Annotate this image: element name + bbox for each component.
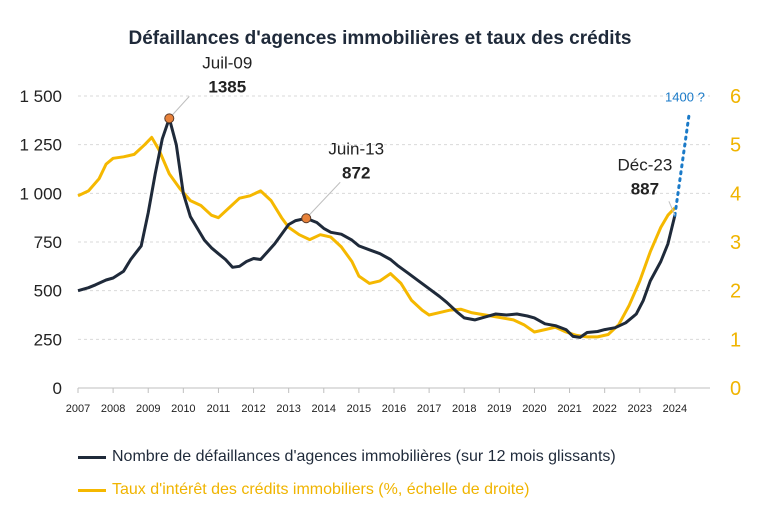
annotation-value: 872 (342, 163, 370, 182)
annotation-date: Déc-23 (617, 155, 672, 174)
legend-item-taux: Taux d'intérêt des crédits immobiliers (… (78, 481, 529, 499)
peak-marker (164, 113, 175, 124)
projection-line (673, 113, 691, 217)
x-tick-label: 2016 (382, 403, 406, 415)
annotation-date: Juil-09 (202, 53, 252, 72)
annotation-value: 887 (631, 179, 659, 198)
projection-label: 1400 ? (665, 89, 705, 104)
y-tick-right: 2 (730, 281, 741, 303)
x-tick-label: 2019 (487, 403, 511, 415)
y-tick-right: 6 (730, 86, 741, 108)
x-tick-label: 2008 (101, 403, 125, 415)
x-tick-label: 2014 (312, 403, 336, 415)
x-tick-label: 2021 (557, 403, 581, 415)
series-line-taux (77, 135, 676, 339)
x-tick-label: 2022 (592, 403, 616, 415)
series-line-defaillances (77, 116, 677, 339)
x-tick-label: 2015 (347, 403, 371, 415)
annotation-date: Juin-13 (328, 139, 384, 158)
y-tick-right: 5 (730, 135, 741, 157)
x-tick-label: 2018 (452, 403, 476, 415)
legend-swatch-gold (78, 488, 106, 492)
x-tick-label: 2020 (522, 403, 546, 415)
annotation-value: 1385 (208, 77, 246, 96)
legend-swatch-navy (78, 455, 106, 459)
annotation-leader (668, 201, 676, 216)
x-tick-label: 2010 (171, 403, 195, 415)
annotation-leader (305, 181, 341, 219)
x-tick-label: 2011 (207, 403, 231, 415)
y-tick-right: 3 (730, 232, 741, 254)
y-tick-right: 4 (730, 183, 741, 205)
x-tick-label: 2017 (417, 403, 441, 415)
y-tick-left: 500 (34, 282, 62, 301)
legend-label-taux: Taux d'intérêt des crédits immobiliers (… (112, 481, 530, 498)
y-tick-left: 250 (34, 330, 62, 349)
x-tick-label: 2012 (241, 403, 265, 415)
x-tick-label: 2013 (276, 403, 300, 415)
line-chart: 0 250 500 750 1 000 1 250 1 500 0 1 2 3 4 5 6 2007 2008… (19, 53, 741, 415)
x-tick-label: 2007 (66, 403, 90, 415)
y-tick-left: 0 (53, 379, 62, 398)
y-tick-left: 1 500 (19, 87, 62, 106)
legend-label-defaillances: Nombre de défaillances d'agences immobil… (112, 448, 616, 465)
y-tick-left: 750 (34, 233, 62, 252)
y-tick-right: 1 (730, 329, 741, 351)
x-tick-label: 2009 (136, 403, 160, 415)
peak-marker (301, 213, 312, 224)
y-tick-left: 1 000 (19, 184, 62, 203)
x-tick-label: 2024 (663, 403, 687, 415)
y-tick-right: 0 (730, 378, 741, 400)
legend-item-defaillances: Nombre de défaillances d'agences immobil… (78, 448, 616, 466)
y-tick-left: 1 250 (19, 136, 62, 155)
chart-title: Défaillances d'agences immobilières et t… (128, 28, 632, 49)
x-tick-label: 2023 (628, 403, 652, 415)
